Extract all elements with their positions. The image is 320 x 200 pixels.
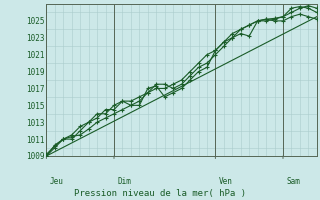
Text: Sam: Sam: [286, 177, 300, 186]
Text: Dim: Dim: [117, 177, 131, 186]
Text: Jeu: Jeu: [50, 177, 63, 186]
Text: Pression niveau de la mer( hPa ): Pression niveau de la mer( hPa ): [74, 189, 246, 198]
Text: Ven: Ven: [219, 177, 232, 186]
